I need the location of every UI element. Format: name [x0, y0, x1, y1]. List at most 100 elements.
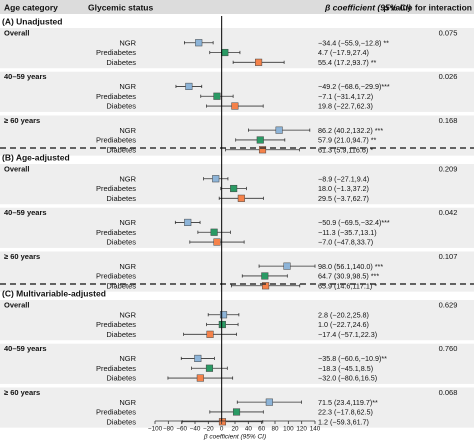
panel-title: (B) Age-adjusted [2, 153, 70, 163]
x-tick-label: 40 [245, 426, 253, 433]
x-tick-label: 60 [258, 426, 266, 433]
status-label: Prediabetes [96, 320, 136, 329]
header-p-value: p value for interaction [383, 3, 472, 13]
coefficient-text: −35.8 (−60.6,−10.9)** [318, 354, 387, 363]
status-label: Diabetes [106, 194, 136, 203]
point-estimate [205, 364, 214, 372]
status-label: Prediabetes [96, 364, 136, 373]
group-background [0, 300, 474, 341]
coefficient-text: 19.8 (−22.7,62.3) [318, 102, 373, 111]
status-label: Prediabetes [96, 228, 136, 237]
coefficient-text: −8.9 (−27.1,9.4) [318, 174, 369, 183]
status-label: NGR [119, 82, 136, 91]
point-estimate [237, 194, 245, 202]
status-label: Prediabetes [96, 184, 136, 193]
header-age-category: Age category [4, 3, 58, 13]
x-tick-label: −60 [176, 426, 187, 433]
coefficient-text: −49.2 (−68.6,−29.9)*** [318, 82, 390, 91]
coefficient-text: −34.4 (−55.9,−12.8) ** [318, 38, 389, 47]
status-label: NGR [119, 174, 136, 183]
x-axis-title: β coefficient (95% CI) [203, 434, 266, 440]
status-label: Diabetes [106, 102, 136, 111]
point-estimate [275, 126, 283, 134]
point-estimate [255, 58, 263, 66]
status-label: NGR [119, 398, 136, 407]
point-estimate [213, 238, 221, 246]
p-value: 0.107 [439, 252, 458, 261]
coefficient-text: −50.9 (−69.5,−32.4)*** [318, 218, 390, 227]
p-value: 0.629 [439, 301, 458, 310]
group-label: Overall [4, 29, 29, 38]
p-value: 0.209 [439, 165, 458, 174]
coefficient-text: 18.0 (−1.3,37.2) [318, 184, 369, 193]
status-label: NGR [119, 310, 136, 319]
status-label: Prediabetes [96, 92, 136, 101]
status-label: NGR [119, 38, 136, 47]
group-background [0, 28, 474, 69]
point-estimate [196, 374, 204, 382]
status-label: Diabetes [106, 417, 136, 426]
coefficient-text: −7.0 (−47.8,33.7) [318, 238, 373, 247]
x-tick-label: 100 [283, 426, 294, 433]
x-tick-label: −20 [203, 426, 214, 433]
point-estimate [210, 228, 218, 236]
status-label: NGR [119, 218, 136, 227]
coefficient-text: 65.9 (14.6,117.1) * [318, 281, 377, 290]
group-label: 40–59 years [4, 72, 47, 81]
point-estimate [213, 92, 221, 100]
status-label: NGR [119, 126, 136, 135]
status-label: Diabetes [106, 330, 136, 339]
point-estimate [232, 408, 241, 416]
point-estimate [261, 272, 269, 280]
status-label: NGR [119, 262, 136, 271]
coefficient-text: −17.4 (−57.1,22.3) [318, 330, 377, 339]
panel-title: (C) Multivariable-adjusted [2, 289, 106, 299]
point-estimate [283, 262, 291, 270]
coefficient-text: −18.3 (−45.1,8.5) [318, 364, 373, 373]
point-estimate [206, 330, 214, 338]
x-tick-label: 80 [271, 426, 279, 433]
point-estimate [184, 218, 192, 226]
point-estimate [219, 311, 228, 319]
coefficient-text: 61.3 (5.9,116.6) * [318, 145, 373, 154]
header-glycemic-status: Glycemic status [88, 3, 153, 13]
status-label: Diabetes [106, 374, 136, 383]
point-estimate [218, 418, 227, 426]
group-label: ≥ 60 years [4, 252, 40, 261]
point-estimate [265, 398, 273, 406]
point-estimate [256, 136, 264, 144]
header-coefficient: β coefficient (95% CI) [324, 3, 411, 13]
p-value: 0.026 [439, 72, 458, 81]
coefficient-text: 2.8 (−20.2,25.8) [318, 310, 369, 319]
x-tick-label: 120 [296, 426, 307, 433]
status-label: Prediabetes [96, 48, 136, 57]
status-label: Prediabetes [96, 272, 136, 281]
coefficient-text: 1.2 (−59.3,61.7) [318, 417, 369, 426]
point-estimate [221, 48, 229, 57]
p-value: 0.168 [439, 116, 458, 125]
x-tick-label: 0 [220, 426, 224, 433]
x-tick-label: −100 [148, 426, 163, 433]
coefficient-text: 1.0 (−22.7,24.6) [318, 320, 369, 329]
point-estimate [195, 39, 203, 47]
coefficient-text: 55.4 (17.2,93.7) ** [318, 58, 377, 67]
point-estimate [262, 282, 270, 290]
group-label: Overall [4, 301, 29, 310]
group-label: 40–59 years [4, 344, 47, 353]
point-estimate [218, 320, 226, 329]
status-label: Prediabetes [96, 136, 136, 145]
x-tick-label: −40 [190, 426, 201, 433]
coefficient-text: 4.7 (−17.9,27.4) [318, 48, 369, 57]
status-label: NGR [119, 354, 136, 363]
group-label: ≥ 60 years [4, 116, 40, 125]
x-tick-label: −80 [163, 426, 174, 433]
header-bar [0, 0, 474, 14]
point-estimate [185, 82, 193, 90]
coefficient-text: 22.3 (−17.8,62.5) [318, 408, 373, 417]
status-label: Diabetes [106, 145, 136, 154]
group-background [0, 164, 474, 205]
point-estimate [194, 354, 202, 362]
group-background [0, 251, 474, 292]
group-background [0, 343, 474, 384]
